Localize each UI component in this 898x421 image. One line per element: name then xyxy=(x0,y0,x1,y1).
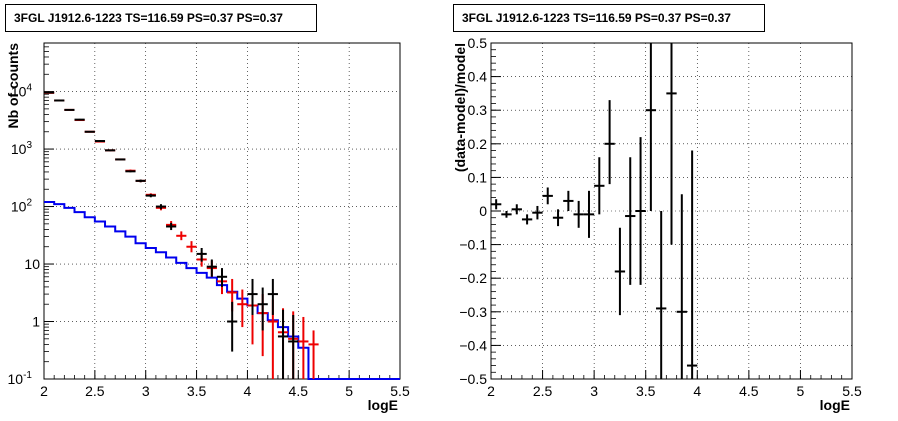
data-point xyxy=(604,100,615,185)
x-tick-label: 2.5 xyxy=(533,383,553,399)
right-chart-title: 3FGL J1912.6-1223 TS=116.59 PS=0.37 PS=0… xyxy=(453,4,765,32)
data-point xyxy=(288,314,299,379)
y-tick-label: 102 xyxy=(11,198,33,215)
y-tick-label: −0.2 xyxy=(459,270,487,286)
data-point xyxy=(552,209,564,227)
y-tick-label: 0.5 xyxy=(468,35,488,51)
data-point xyxy=(573,200,584,228)
x-tick-label: 4 xyxy=(244,383,252,399)
x-tick-label: 2 xyxy=(40,383,48,399)
y-tick-label: −0.1 xyxy=(459,237,487,253)
y-axis-label: Nb of counts xyxy=(5,43,21,129)
data-point xyxy=(501,211,512,218)
data-point xyxy=(542,187,553,205)
counts-panel: 2 2.5 3 3.5 4 4.5 5 5.5 10-1 1 10 102 103 104 logE Nb o… xyxy=(5,42,410,413)
data-point xyxy=(105,149,116,152)
y-tick-label: 103 xyxy=(11,140,33,157)
data-point xyxy=(176,231,187,241)
y-tick-label: −0.5 xyxy=(459,371,487,387)
data-point xyxy=(237,289,248,328)
y-tick-label: 0.1 xyxy=(468,169,488,185)
x-tick-label: 2.5 xyxy=(85,383,105,399)
residual-panel: 2 2.5 3 3.5 4 4.5 5 5.5 −0.5 −0.4 −0.3 −0.2 −0.1 0 0.1… xyxy=(452,35,862,413)
data-point xyxy=(94,140,106,143)
y-tick-label: −0.4 xyxy=(459,337,487,353)
data-point xyxy=(125,170,136,173)
model-step-line xyxy=(44,200,400,380)
data-point xyxy=(216,268,228,287)
data-point xyxy=(196,248,207,262)
data-point xyxy=(491,199,502,210)
data-point xyxy=(277,309,289,379)
data-point xyxy=(186,241,197,253)
left-chart-title: 3FGL J1912.6-1223 TS=116.59 PS=0.37 PS=0… xyxy=(5,4,317,32)
x-tick-label: 3 xyxy=(590,383,598,399)
x-tick-label: 3.5 xyxy=(636,383,656,399)
data-point xyxy=(84,130,95,133)
data-point xyxy=(676,194,687,379)
data-point xyxy=(74,118,85,121)
y-tick-label: 104 xyxy=(11,83,33,100)
data-point xyxy=(166,222,177,231)
x-axis-label: logE xyxy=(820,397,850,413)
data-point xyxy=(686,150,698,379)
data-point xyxy=(257,287,268,331)
x-tick-label: 5 xyxy=(345,383,353,399)
data-point xyxy=(563,190,574,211)
data-point xyxy=(155,204,167,210)
x-tick-label: 5 xyxy=(797,383,805,399)
x-tick-label: 4 xyxy=(693,383,701,399)
data-point xyxy=(532,205,543,220)
data-point xyxy=(583,190,595,238)
data-point xyxy=(298,316,309,379)
data-point xyxy=(115,158,126,161)
data-point xyxy=(267,278,278,315)
y-tick-label: 1 xyxy=(32,314,40,330)
x-tick-label: 4.5 xyxy=(739,383,759,399)
data-point xyxy=(227,301,238,352)
data-point xyxy=(625,157,636,285)
x-tick-label: 5.5 xyxy=(390,383,410,399)
plot-frame xyxy=(43,42,401,380)
data-point xyxy=(308,330,319,379)
y-tick-label: 0.4 xyxy=(468,69,488,85)
data-point xyxy=(614,227,626,316)
x-axis-label: logE xyxy=(368,397,398,413)
data-point xyxy=(645,43,657,211)
y-tick-label: −0.3 xyxy=(459,304,487,320)
x-tick-label: 3.5 xyxy=(187,383,207,399)
data-point xyxy=(594,157,605,215)
x-tick-label: 5.5 xyxy=(842,383,862,399)
x-tick-label: 4.5 xyxy=(289,383,309,399)
y-tick-label: 0 xyxy=(479,203,487,219)
data-point xyxy=(521,214,533,225)
x-tick-label: 2 xyxy=(487,383,495,399)
y-axis-label: (data-model)/model xyxy=(452,43,468,172)
x-tick-label: 3 xyxy=(142,383,150,399)
data-point xyxy=(64,108,75,111)
y-tick-label: 10 xyxy=(24,256,40,272)
data-point xyxy=(145,194,156,198)
data-point xyxy=(44,91,55,94)
data-point xyxy=(635,137,646,285)
data-point xyxy=(247,278,258,315)
data-point xyxy=(656,211,667,379)
data-point xyxy=(511,204,522,215)
y-tick-label: 10-1 xyxy=(8,370,33,387)
y-tick-label: 0.3 xyxy=(468,102,488,118)
data-point xyxy=(206,259,217,277)
y-tick-label: 0.2 xyxy=(468,136,488,152)
data-point xyxy=(666,43,677,245)
data-point xyxy=(54,99,65,102)
data-point xyxy=(135,179,146,183)
